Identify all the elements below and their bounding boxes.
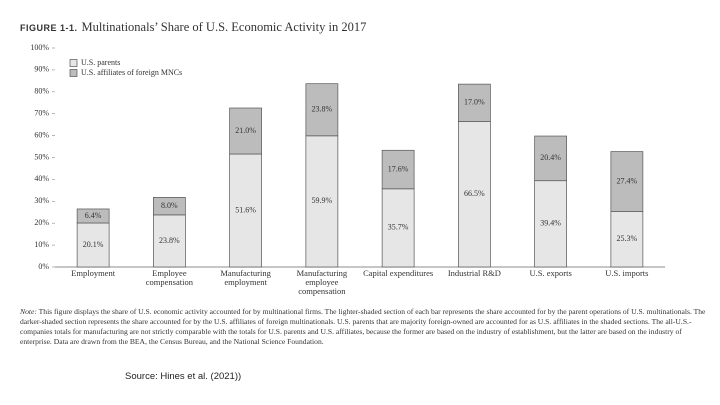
note-text: This figure displays the share of U.S. e…: [20, 307, 706, 346]
y-tick-label: 100%: [30, 43, 49, 52]
bar-segment: [610, 151, 644, 212]
x-tick-label: U.S. exports: [529, 268, 572, 278]
value-label: 51.6%: [235, 205, 256, 214]
value-label: 20.4%: [540, 153, 561, 162]
value-label: 21.0%: [235, 126, 256, 135]
bar-segment: [381, 149, 415, 190]
x-tick-label: Employment: [71, 268, 116, 278]
y-tick-label: 20%: [34, 218, 49, 227]
value-label: 6.4%: [85, 211, 102, 220]
note: Note: This figure displays the share of …: [20, 307, 710, 347]
y-tick-label: 90%: [34, 65, 49, 74]
legend-label: U.S. parents: [81, 58, 120, 67]
legend-swatch: [69, 59, 78, 67]
bar-segment: [610, 211, 644, 268]
bar-segment: [229, 153, 262, 268]
y-tick-label: 40%: [34, 174, 49, 183]
x-tick-label: Manufacturing employee compensation: [296, 268, 348, 296]
value-label: 39.4%: [540, 219, 561, 228]
bar-segment: [534, 135, 567, 182]
value-label: 20.1%: [83, 240, 104, 249]
figure-label: FIGURE 1-1.: [20, 23, 78, 33]
y-tick-label: 80%: [34, 87, 49, 96]
y-tick-label: 10%: [34, 240, 49, 249]
y-tick-label: 0%: [38, 262, 49, 271]
value-label: 23.8%: [159, 236, 180, 245]
bar-segment: [153, 197, 186, 216]
value-label: 59.9%: [312, 196, 333, 205]
bar-segment: [381, 188, 415, 268]
bar-segment: [229, 107, 262, 155]
y-tick-label: 70%: [34, 109, 49, 118]
value-label: 66.5%: [464, 189, 485, 198]
bar-segment: [305, 135, 339, 268]
bar-segment: [534, 180, 567, 268]
x-tick-label: Employee compensation: [145, 268, 193, 287]
value-label: 35.7%: [388, 223, 409, 232]
y-tick-label: 30%: [34, 196, 49, 205]
bar-segment: [458, 83, 491, 122]
bar-segment: [76, 208, 110, 224]
source: Source: Hines et al. (2021)): [125, 371, 242, 382]
legend-swatch: [69, 69, 78, 77]
x-tick-label: Manufacturing employment: [220, 268, 271, 287]
bar-segment: [305, 83, 339, 137]
note-label: Note:: [20, 307, 37, 316]
chart-title: Multinationals’ Share of U.S. Economic A…: [81, 20, 367, 34]
value-label: 27.4%: [617, 176, 638, 185]
y-tick-label: 50%: [34, 152, 49, 161]
value-label: 8.0%: [161, 201, 178, 210]
x-tick-label: Industrial R&D: [447, 268, 501, 278]
figure-header: FIGURE 1-1. Multinationals’ Share of U.S.…: [20, 20, 366, 35]
x-tick-label: U.S. imports: [605, 268, 649, 278]
value-label: 25.3%: [617, 234, 638, 243]
legend-label: U.S. affiliates of foreign MNCs: [81, 68, 182, 77]
value-label: 17.6%: [388, 164, 409, 173]
value-label: 17.0%: [464, 98, 485, 107]
x-tick-label: Capital expenditures: [363, 268, 434, 278]
y-tick-label: 60%: [34, 130, 49, 139]
value-label: 23.8%: [312, 105, 333, 114]
